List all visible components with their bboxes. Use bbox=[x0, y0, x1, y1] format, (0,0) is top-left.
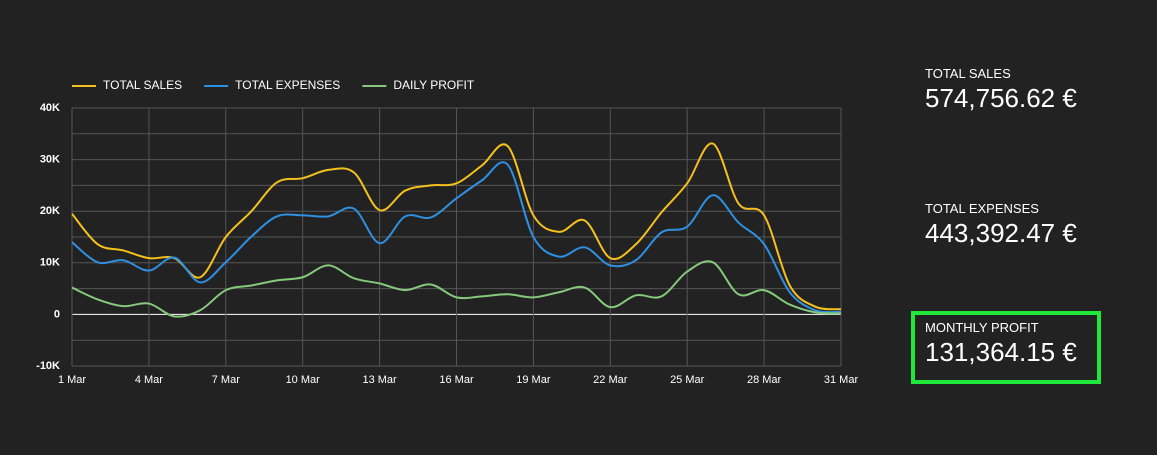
chart: -10K 0 10K 20K 30K 40K 1 Mar 4 Mar 7 Mar 10 Mar 13… bbox=[36, 78, 859, 386]
legend-label: TOTAL EXPENSES bbox=[235, 78, 340, 92]
y-tick-label: -10K bbox=[36, 360, 60, 372]
x-tick-label: 31 Mar bbox=[824, 374, 859, 386]
kpi-label: TOTAL EXPENSES bbox=[925, 201, 1039, 216]
y-tick-label: 30K bbox=[40, 154, 60, 166]
legend-label: DAILY PROFIT bbox=[393, 78, 475, 92]
legend-label: TOTAL SALES bbox=[103, 78, 182, 92]
y-tick-label: 10K bbox=[40, 257, 60, 269]
x-tick-label: 25 Mar bbox=[670, 374, 705, 386]
x-tick-label: 4 Mar bbox=[135, 374, 163, 386]
x-tick-label: 22 Mar bbox=[593, 374, 628, 386]
line bbox=[71, 260, 842, 318]
y-tick-label: 40K bbox=[40, 102, 60, 114]
y-tick-label: 20K bbox=[40, 205, 60, 217]
x-tick-label: 28 Mar bbox=[747, 374, 782, 386]
kpi-card: MONTHLY PROFIT 131,364.15 € bbox=[925, 320, 1077, 368]
line bbox=[71, 161, 842, 314]
x-tick-label: 10 Mar bbox=[286, 374, 321, 386]
kpi-card: TOTAL EXPENSES 443,392.47 € bbox=[925, 201, 1077, 249]
kpi-value: 443,392.47 € bbox=[925, 218, 1077, 248]
x-tick-label: 16 Mar bbox=[439, 374, 474, 386]
x-tick-label: 13 Mar bbox=[362, 374, 397, 386]
highlight-box bbox=[911, 311, 1101, 384]
kpi-label: MONTHLY PROFIT bbox=[925, 320, 1039, 335]
kpi-card: TOTAL SALES 574,756.62 € bbox=[925, 66, 1077, 114]
x-tick-label: 19 Mar bbox=[516, 374, 551, 386]
kpi-value: 574,756.62 € bbox=[925, 83, 1077, 113]
kpi-value: 131,364.15 € bbox=[925, 337, 1077, 367]
x-tick-label: 1 Mar bbox=[58, 374, 86, 386]
y-tick-label: 0 bbox=[54, 308, 60, 320]
line bbox=[71, 142, 842, 311]
kpi-label: TOTAL SALES bbox=[925, 66, 1011, 81]
x-tick-label: 7 Mar bbox=[212, 374, 240, 386]
